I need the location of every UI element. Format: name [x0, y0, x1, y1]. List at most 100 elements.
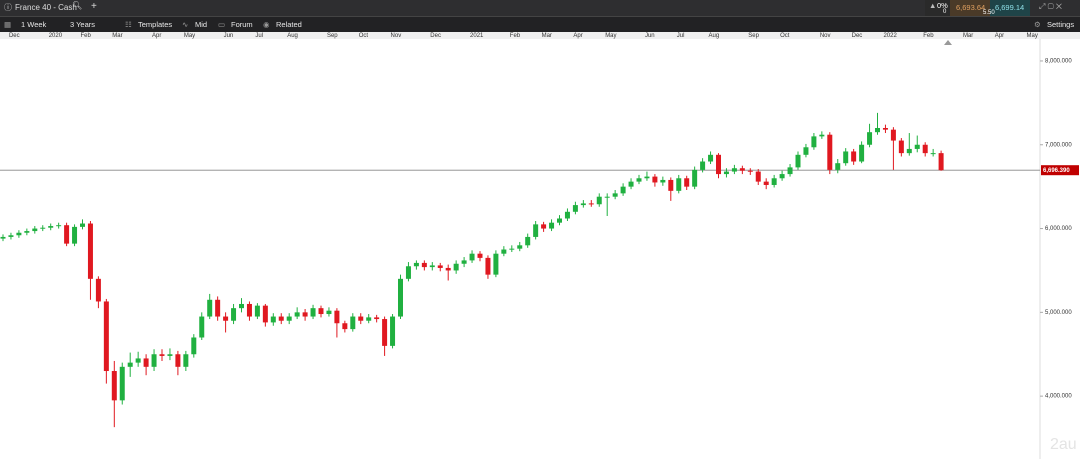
x-tick-label: Aug: [709, 33, 720, 39]
buy-button[interactable]: 6,699.14: [990, 0, 1030, 16]
candle-body: [95, 278, 101, 302]
x-tick-label: Nov: [820, 33, 831, 39]
candle-body: [938, 153, 944, 171]
candle-body: [461, 260, 467, 264]
candle-body: [557, 218, 562, 223]
candle-body: [183, 354, 189, 367]
candle-body: [795, 154, 801, 168]
instrument-name[interactable]: France 40 - Cash: [15, 3, 77, 12]
spread: 5.50: [983, 10, 995, 16]
candle-body: [56, 225, 62, 227]
candle-body: [366, 317, 372, 321]
candle-body: [469, 253, 475, 261]
candle-body: [262, 305, 268, 323]
related-button[interactable]: Related: [276, 20, 302, 29]
candle-body: [453, 263, 459, 271]
range-button[interactable]: 3 Years: [70, 20, 96, 29]
candle-body: [246, 303, 252, 317]
change-arrow: ▲: [929, 1, 937, 10]
candle-body: [525, 236, 531, 246]
candle-body: [541, 224, 547, 229]
candle-body: [533, 224, 539, 237]
candle-body: [819, 134, 825, 137]
x-tick-label: Mar: [542, 33, 552, 39]
candle-body: [517, 245, 523, 249]
candle-body: [676, 178, 682, 191]
candle-body: [747, 170, 753, 172]
candle-body: [151, 354, 157, 367]
toolbar: ▦ 1 Week 3 Years ☷ Templates ∿ Mid ▭ For…: [0, 16, 1080, 32]
info-icon[interactable]: ⓘ: [4, 3, 12, 12]
candle-body: [48, 226, 54, 228]
candle-body: [64, 225, 70, 244]
x-tick-label: Feb: [81, 33, 92, 39]
candle-body: [668, 179, 674, 191]
candle-body: [405, 266, 411, 279]
templates-button[interactable]: Templates: [138, 20, 173, 29]
candle-body: [294, 312, 300, 317]
layout-icon[interactable]: ▦: [4, 20, 12, 29]
x-tick-label: May: [1027, 33, 1038, 39]
candle-body: [398, 278, 403, 317]
candle-body: [779, 174, 785, 179]
forum-icon: ▭: [218, 20, 226, 29]
candle-body: [612, 193, 618, 197]
candle-body: [564, 211, 570, 219]
x-tick-label: Feb: [923, 33, 934, 39]
candle-body: [8, 235, 14, 237]
candle-body: [80, 223, 85, 227]
candle-body: [0, 236, 6, 239]
candle-body: [660, 179, 666, 183]
x-tick-label: Jun: [645, 33, 655, 39]
candle-body: [652, 176, 658, 183]
watermark: 2au: [1050, 436, 1077, 453]
candle-body: [40, 227, 46, 229]
x-tick-label: Apr: [152, 33, 161, 39]
candle-body: [811, 136, 817, 148]
x-tick-label: 2020: [49, 33, 63, 39]
x-tick-label: Mar: [112, 33, 122, 39]
candle-body: [922, 144, 928, 154]
candle-body: [485, 257, 491, 275]
candle-body: [803, 147, 809, 155]
change-box: ▲ 0% 0: [925, 0, 950, 16]
candle-body: [867, 132, 873, 145]
candle-body: [334, 310, 340, 324]
forum-button[interactable]: Forum: [231, 20, 253, 29]
candle-body: [429, 265, 435, 268]
related-icon: ◉: [263, 20, 270, 29]
x-tick-label: 2021: [470, 33, 484, 39]
search-icon[interactable]: 🔍︎: [72, 1, 83, 10]
x-tick-label: Feb: [510, 33, 521, 39]
candle-body: [588, 203, 594, 205]
add-tab[interactable]: +: [91, 1, 97, 12]
x-tick-label: May: [605, 33, 616, 39]
candle-body: [32, 228, 38, 232]
candle-body: [708, 154, 714, 162]
candle-body: [620, 186, 626, 194]
candle-body: [270, 316, 276, 323]
candle-body: [143, 358, 149, 367]
buy-price: 6,699.14: [995, 3, 1025, 12]
x-tick-label: Jul: [255, 33, 263, 39]
sell-button[interactable]: 6,693.64: [950, 0, 990, 16]
candle-body: [501, 249, 507, 254]
scroll-marker[interactable]: [944, 40, 952, 45]
change-points: 0: [943, 9, 947, 15]
candle-body: [342, 323, 348, 330]
candle-body: [207, 299, 213, 317]
candle-body: [318, 308, 324, 315]
candle-body: [636, 178, 642, 182]
candle-body: [906, 148, 912, 154]
candle-body: [135, 358, 141, 363]
interval-button[interactable]: 1 Week: [21, 20, 47, 29]
window-controls[interactable]: ⤢ ▢ ✕: [1039, 2, 1063, 11]
candle-body: [882, 127, 888, 130]
price-type-button[interactable]: Mid: [195, 20, 208, 29]
candle-body: [103, 301, 109, 372]
settings-button[interactable]: Settings: [1047, 20, 1075, 29]
candle-body: [374, 317, 380, 320]
title-bar: ⓘ France 40 - Cash 🔍︎ + ▲ 0% 0 6,693.64 …: [0, 0, 1080, 16]
